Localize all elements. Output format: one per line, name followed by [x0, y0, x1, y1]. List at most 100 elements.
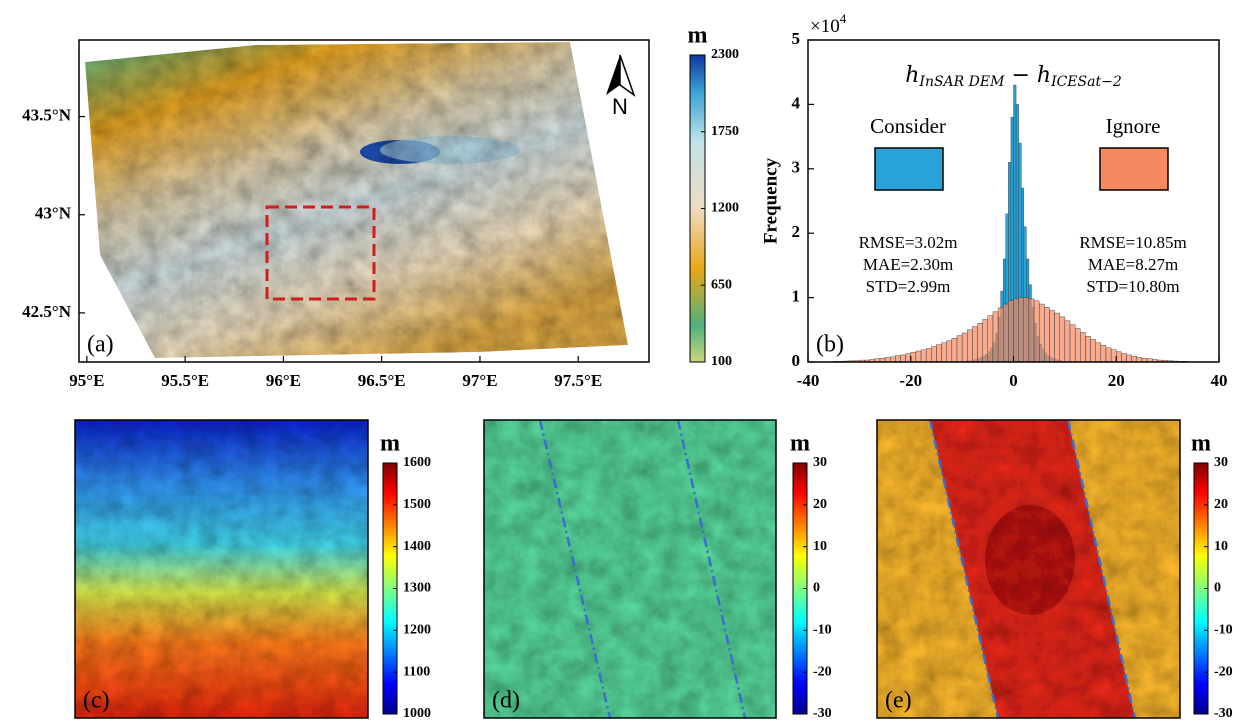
north-arrow	[606, 55, 634, 95]
histogram-bar	[983, 319, 988, 362]
histogram-bar	[1075, 329, 1080, 362]
colorbar-tick-label: 1600	[403, 455, 431, 470]
histogram-bar	[978, 323, 983, 362]
panel-label: (a)	[87, 332, 114, 358]
y-tick-label: 43.5°N	[22, 105, 72, 124]
x-tick-label: -20	[899, 371, 922, 390]
histogram-bar	[1106, 348, 1111, 362]
colorbar-tick-label: -10	[813, 623, 832, 638]
histogram-bar	[1019, 298, 1024, 362]
x-tick-label: 0	[1009, 371, 1018, 390]
stat-label: MAE=8.27m	[1088, 255, 1178, 274]
histogram-bar	[906, 354, 911, 362]
histogram-bar	[1008, 301, 1013, 362]
colorbar-tick-label: -10	[1214, 623, 1233, 638]
x-tick-label: 20	[1108, 371, 1125, 390]
stat-label: STD=10.80m	[1086, 277, 1179, 296]
histogram-bar	[1029, 299, 1034, 362]
map-c-image	[75, 420, 368, 718]
y-axis-label: Frequency	[760, 157, 781, 244]
histogram-bar	[1065, 321, 1070, 362]
y-tick-label: 5	[792, 29, 801, 48]
legend-label: Consider	[870, 114, 946, 138]
stat-label: STD=2.99m	[866, 277, 951, 296]
histogram-bar	[1049, 310, 1054, 362]
histogram-bar	[911, 352, 916, 362]
histogram-bar	[1132, 356, 1137, 362]
panel-label: (e)	[885, 688, 912, 714]
histogram-bar	[1080, 332, 1085, 362]
panel-label: (d)	[492, 688, 520, 714]
legend-label: Ignore	[1106, 114, 1161, 138]
figure: (a)95°E95.5°E96°E96.5°E97°E97.5°E42.5°N4…	[0, 0, 1246, 724]
title-subscript: InSAR DEM	[918, 74, 1005, 90]
x-tick-label: 97.5°E	[554, 371, 602, 390]
histogram-bar	[1003, 304, 1008, 362]
histogram-bar	[895, 356, 900, 362]
histogram-bar	[942, 343, 947, 362]
colorbar-tick-label: 0	[1214, 581, 1221, 596]
colorbar-tick-label: -30	[1214, 706, 1233, 721]
panel-label: (b)	[816, 332, 844, 358]
title-symbol: h	[1037, 63, 1051, 88]
north-label: N	[612, 94, 628, 119]
colorbar-tick-label: 1500	[403, 497, 431, 512]
y-tick-label: 0	[792, 351, 801, 370]
panel-label: (c)	[83, 688, 110, 714]
y-tick-label: 42.5°N	[22, 302, 72, 321]
colorbar-title: m	[380, 431, 400, 457]
histogram-bar	[921, 350, 926, 362]
histogram-bar	[972, 327, 977, 362]
histogram-bar	[1091, 339, 1096, 362]
histogram-bar	[962, 333, 967, 362]
colorbar-title: m	[688, 23, 708, 49]
colorbar-tick-label: 100	[711, 354, 732, 369]
title-symbol: h	[905, 63, 919, 88]
x-tick-label: -40	[797, 371, 820, 390]
colorbar-tick-label: 1100	[403, 664, 430, 679]
histogram-bar	[1070, 325, 1075, 362]
legend-swatch	[1100, 148, 1168, 190]
y-tick-label: 4	[792, 93, 801, 112]
histogram-bar	[988, 316, 993, 362]
colorbar-tick-label: 20	[1214, 497, 1228, 512]
title-subscript: ICESat−2	[1050, 74, 1122, 90]
histogram-bar	[998, 308, 1003, 362]
title-space	[1030, 63, 1037, 88]
x-tick-label: 96°E	[266, 371, 301, 390]
multiplier-exponent: 4	[840, 11, 847, 26]
map-e-image	[877, 420, 1180, 718]
colorbar-tick-label: 1750	[711, 124, 739, 139]
colorbar-tick-label: -20	[1214, 664, 1233, 679]
colorbar-tick-label: 1300	[403, 581, 431, 596]
map-d-image	[484, 420, 776, 718]
y-tick-label: 3	[792, 158, 801, 177]
multiplier-base: ×10	[810, 16, 840, 37]
histogram-bar	[900, 355, 905, 362]
histogram-bar	[916, 351, 921, 362]
title-operator: −	[1011, 63, 1029, 88]
x-tick-label: 97°E	[462, 371, 497, 390]
x-tick-label: 40	[1211, 371, 1228, 390]
histogram-bar	[967, 330, 972, 362]
histogram-bar	[926, 348, 931, 362]
histogram-bar	[952, 338, 957, 362]
histogram-bar	[1060, 317, 1065, 362]
colorbar-tick-label: 1400	[403, 539, 431, 554]
histogram-bar	[890, 357, 895, 362]
colorbar-tick-label: 10	[813, 539, 827, 554]
y-tick-label: 43°N	[35, 204, 72, 223]
histogram-bar	[957, 336, 962, 362]
x-tick-label: 96.5°E	[358, 371, 406, 390]
histogram-bar	[1014, 299, 1019, 362]
histogram-bar	[1101, 345, 1106, 362]
colorbar-title: m	[1191, 431, 1211, 457]
colorbar-tick-label: 1200	[403, 623, 431, 638]
histogram-bar	[1085, 336, 1090, 362]
y-tick-label: 2	[792, 222, 801, 241]
title-space	[1004, 63, 1011, 88]
chart-title: hInSAR DEM − hICESat−2	[905, 63, 1122, 90]
colorbar-tick-label: 30	[1214, 455, 1228, 470]
colorbar-tick-label: 20	[813, 497, 827, 512]
colorbar-tick-label: -20	[813, 664, 832, 679]
